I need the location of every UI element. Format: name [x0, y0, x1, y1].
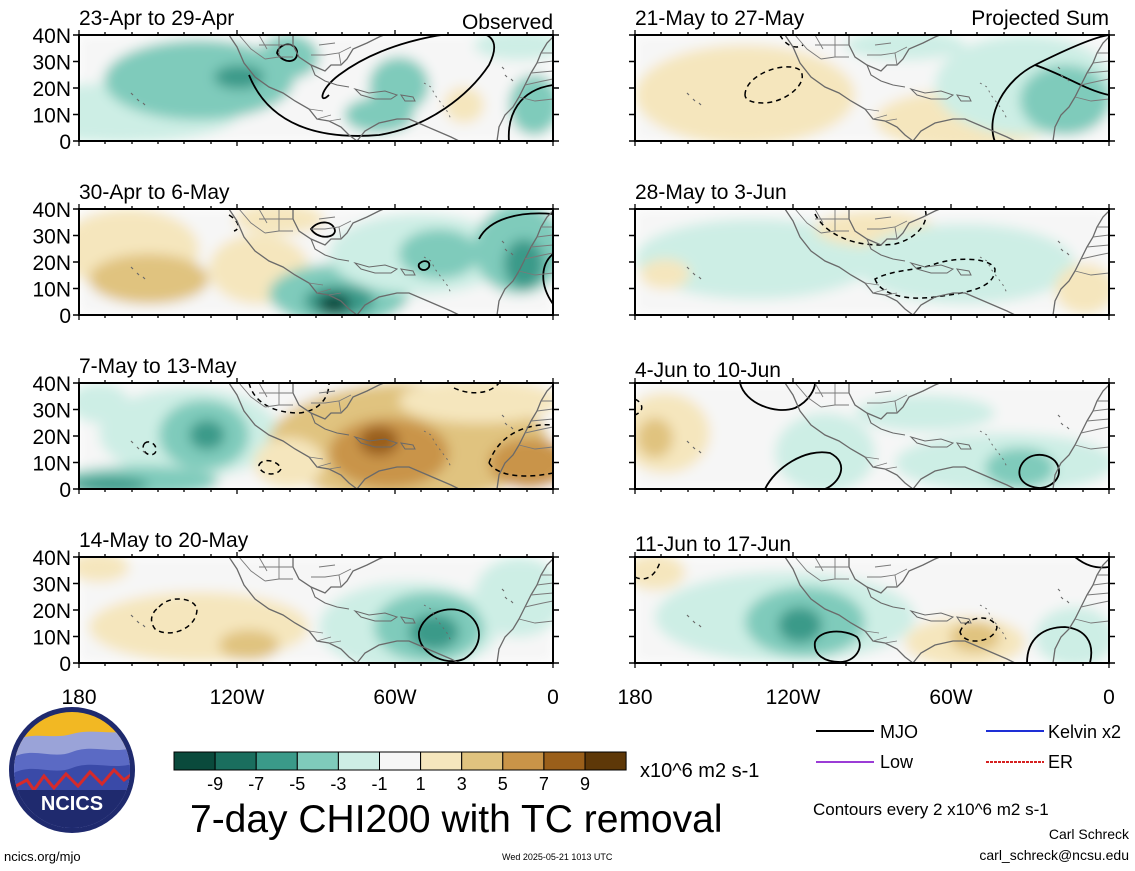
panel-observed-4 — [72, 551, 560, 669]
panel-date-label: 28-May to 3-Jun — [635, 181, 787, 204]
lon-tick-label: 180 — [617, 686, 652, 709]
colorbar-tick-label: -5 — [289, 774, 305, 794]
panel-corner-label: Projected Sum — [971, 7, 1109, 30]
ncics-logo: NCICS — [9, 707, 135, 833]
legend-label: Low — [880, 752, 914, 772]
legend-label: ER — [1048, 752, 1073, 772]
lat-tick-label: 20N — [32, 78, 71, 101]
lat-tick-label: 0 — [59, 479, 71, 502]
colorbar-tick-label: -3 — [330, 774, 346, 794]
lat-tick-label: 0 — [59, 653, 71, 676]
lat-tick-label: 40N — [32, 199, 71, 222]
panel-observed-2 — [72, 203, 560, 321]
author-name: Carl Schreck — [1048, 826, 1129, 842]
panel-date-label: 11-Jun to 17-Jun — [635, 533, 791, 556]
colorbar-units: x10^6 m2 s-1 — [640, 760, 760, 782]
panel-projected-2 — [628, 203, 1116, 321]
lat-tick-label: 40N — [32, 373, 71, 396]
lon-tick-label: 120W — [210, 686, 265, 709]
lat-tick-label: 10N — [32, 279, 71, 302]
colorbar-swatch — [461, 751, 504, 771]
panel-projected-3 — [628, 377, 1116, 495]
lat-tick-label: 30N — [32, 574, 71, 597]
contour-note: Contours every 2 x10^6 m2 s-1 — [813, 800, 1049, 819]
colorbar-swatch — [502, 751, 545, 771]
colorbar-swatch — [255, 751, 298, 771]
colorbar-swatch — [584, 751, 627, 771]
lon-tick-label: 0 — [547, 686, 559, 709]
lon-tick-label: 180 — [61, 686, 96, 709]
lon-tick-label: 120W — [766, 686, 821, 709]
panel-date-label: 30-Apr to 6-May — [79, 181, 230, 204]
panel-projected-1 — [628, 29, 1116, 147]
lat-tick-label: 20N — [32, 426, 71, 449]
colorbar-swatch — [214, 751, 257, 771]
panel-date-label: 21-May to 27-May — [635, 7, 805, 30]
lat-tick-label: 10N — [32, 453, 71, 476]
lon-tick-label: 0 — [1103, 686, 1115, 709]
colorbar-tick-label: 1 — [416, 774, 426, 794]
lat-tick-label: 30N — [32, 226, 71, 249]
lat-tick-label: 0 — [59, 305, 71, 328]
colorbar-tick-label: 7 — [539, 774, 549, 794]
panel-date-label: 14-May to 20-May — [79, 529, 249, 552]
colorbar-swatch — [420, 751, 463, 771]
colorbar-tick-label: -9 — [207, 774, 223, 794]
lon-tick-label: 60W — [929, 686, 972, 709]
panel-projected-4 — [628, 551, 1116, 669]
panel-observed-1 — [72, 29, 560, 147]
legend-label: Kelvin x2 — [1048, 722, 1121, 742]
timestamp: Wed 2025-05-21 1013 UTC — [502, 852, 613, 862]
legend-label: MJO — [880, 722, 918, 742]
lat-tick-label: 10N — [32, 105, 71, 128]
colorbar-tick-label: 5 — [498, 774, 508, 794]
figure-title: 7-day CHI200 with TC removal — [190, 798, 723, 841]
lat-tick-label: 40N — [32, 25, 71, 48]
colorbar-tick-label: -1 — [371, 774, 387, 794]
lat-tick-label: 30N — [32, 400, 71, 423]
colorbar-tick-label: 3 — [457, 774, 467, 794]
legend: MJO Kelvin x2 Low ER — [816, 722, 1121, 772]
lat-tick-label: 20N — [32, 600, 71, 623]
colorbar-swatch — [337, 751, 380, 771]
colorbar-tick-label: 9 — [580, 774, 590, 794]
lat-tick-label: 10N — [32, 627, 71, 650]
panel-date-label: 4-Jun to 10-Jun — [635, 359, 781, 382]
panel-corner-label: Observed — [462, 11, 553, 34]
panel-observed-3 — [72, 377, 560, 495]
lon-tick-label: 60W — [373, 686, 416, 709]
lat-tick-label: 0 — [59, 131, 71, 154]
lat-tick-label: 30N — [32, 52, 71, 75]
panel-date-label: 23-Apr to 29-Apr — [79, 7, 234, 30]
colorbar-tick-label: -7 — [248, 774, 264, 794]
colorbar-swatch — [543, 751, 586, 771]
colorbar-swatch — [296, 751, 339, 771]
lat-tick-label: 40N — [32, 547, 71, 570]
colorbar-swatch — [173, 751, 216, 771]
site-link[interactable]: ncics.org/mjo — [4, 849, 81, 864]
colorbar — [173, 751, 627, 771]
panel-date-label: 7-May to 13-May — [79, 355, 237, 378]
logo-text: NCICS — [41, 793, 103, 815]
author-email: carl_schreck@ncsu.edu — [979, 847, 1129, 863]
colorbar-swatch — [379, 751, 422, 771]
lat-tick-label: 20N — [32, 252, 71, 275]
